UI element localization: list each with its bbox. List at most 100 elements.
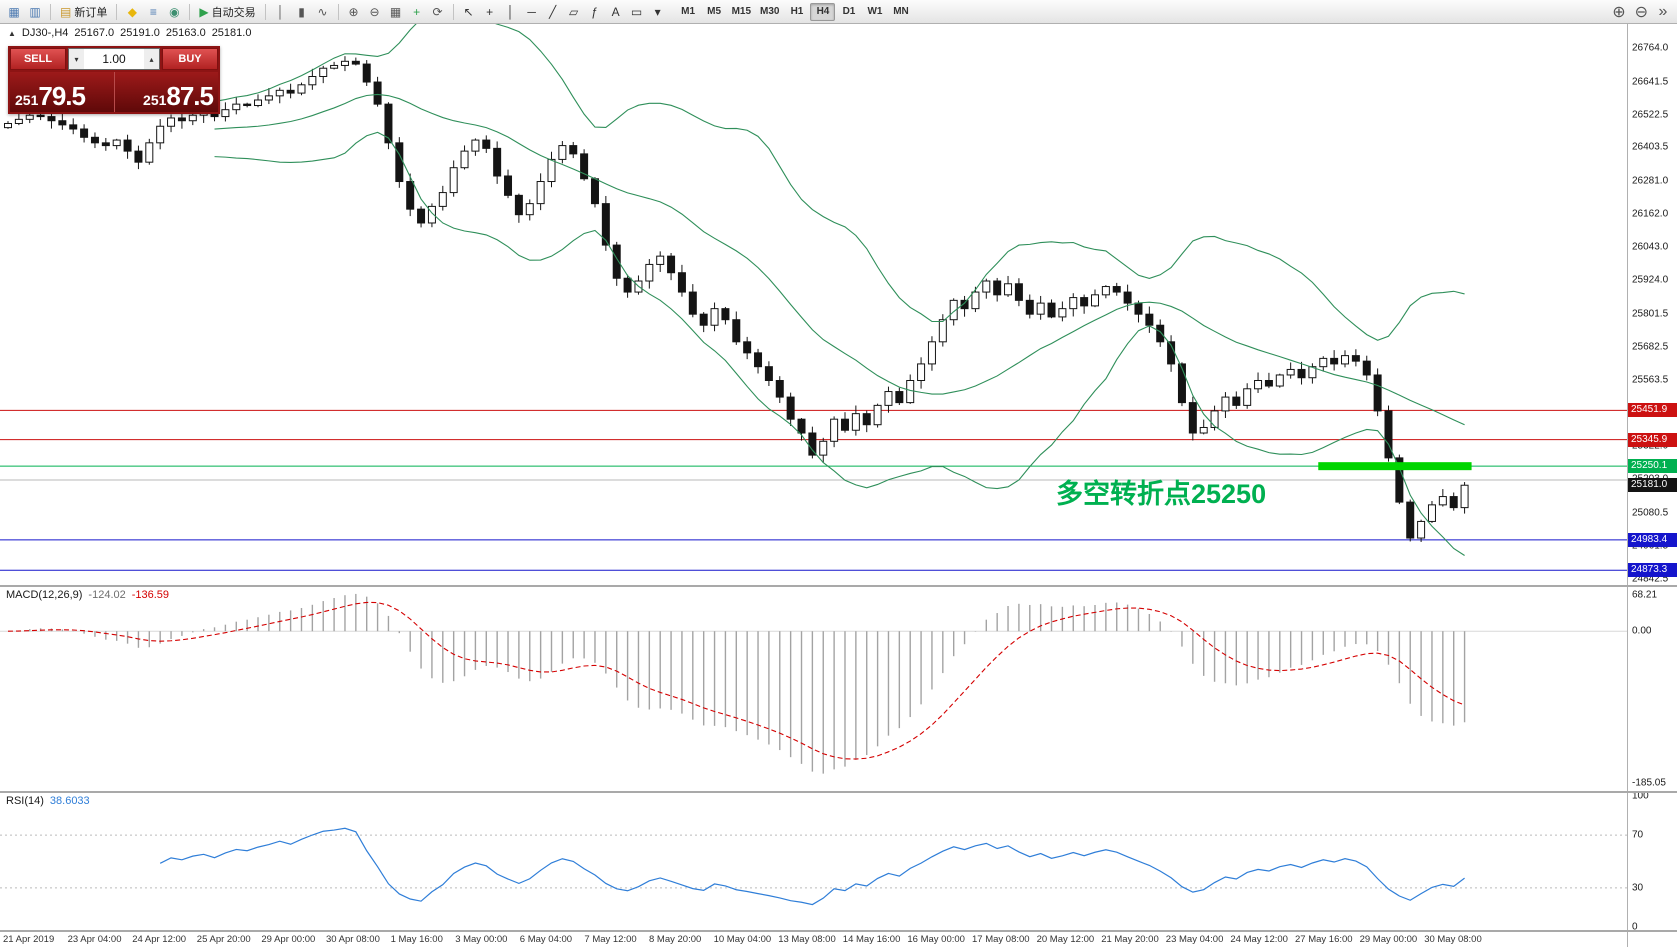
toolbar-buttons: ▦ ▥ ▤ 新订单 ◆ ≡ ◉ ▶ 自动交易 │ ▮ ∿ ⊕ ⊖ ▦ + ⟳ ↖ + │ ─ ╱ ▱ ƒ A ▭ ▾ <box>4 2 668 22</box>
crosshair-icon: + <box>486 4 494 19</box>
volume-increase-button[interactable]: ▴ <box>144 49 159 69</box>
macd-main-value: -124.02 <box>88 589 126 601</box>
bar-chart-icon: │ <box>276 4 285 19</box>
crosshair-button[interactable]: + <box>480 2 500 22</box>
timeframe-m15-button[interactable]: M15 <box>731 6 752 17</box>
zoom-out-icon: ⊖ <box>369 4 380 19</box>
shapes-button[interactable]: ▭ <box>627 2 647 22</box>
timeframe-h1-button[interactable]: H1 <box>790 6 804 17</box>
zoom-in-button[interactable]: ⊕ <box>344 2 364 22</box>
panel-separator[interactable] <box>0 930 1677 932</box>
text-icon: A <box>611 4 620 19</box>
buy-price-pips: 87.5 <box>166 81 214 111</box>
zoom-out-button[interactable]: ⊖ <box>365 2 385 22</box>
zoom-out-icon[interactable]: ⊖ <box>1634 3 1648 21</box>
buy-button[interactable]: BUY <box>162 48 218 70</box>
buy-price-prefix: 251 <box>143 92 167 108</box>
channel-button[interactable]: ▱ <box>564 2 584 22</box>
panel-separator[interactable] <box>0 585 1677 587</box>
symbol-timeframe-label: DJ30-,H4 <box>21 27 69 39</box>
macd-name: MACD(12,26,9) <box>6 589 83 601</box>
fibonacci-button[interactable]: ƒ <box>585 2 605 22</box>
zoom-in-icon: ⊕ <box>348 4 359 19</box>
toolbar-separator <box>264 3 266 20</box>
toolbar-separator <box>50 3 51 20</box>
indicators-icon: + <box>413 4 421 19</box>
volume-input[interactable]: 1.00 <box>102 52 126 66</box>
new-order-icon: ▤ <box>60 4 72 19</box>
favorites-icon-icon: ◆ <box>127 4 137 19</box>
ohlc-open-value: 25167.0 <box>74 27 115 39</box>
timeframe-w1-button[interactable]: W1 <box>867 6 883 17</box>
line-chart-icon: ∿ <box>317 4 328 19</box>
auto-scroll-icon: ⟳ <box>432 4 443 19</box>
vertical-line-button[interactable]: │ <box>501 2 521 22</box>
toolbar-separator <box>452 3 454 20</box>
new-order-button-label: 新订单 <box>74 6 108 19</box>
one-click-trade-panel: SELL ▾ 1.00 ▴ BUY 251 79.5 251 87.5 <box>8 46 220 114</box>
macd-indicator-label: MACD(12,26,9) -124.02 -136.59 <box>6 589 169 601</box>
toolbar: ▦ ▥ ▤ 新订单 ◆ ≡ ◉ ▶ 自动交易 │ ▮ ∿ ⊕ ⊖ ▦ + ⟳ ↖ + │ ─ ╱ ▱ ƒ A ▭ ▾ M1 M5 M15… <box>0 0 1677 24</box>
sell-price-display[interactable]: 251 79.5 <box>10 72 114 112</box>
timeframe-buttons: M1 M5 M15 M30 H1 H4 D1 W1 MN <box>676 2 914 21</box>
toolbar-right-buttons: ⊕ ⊖ » <box>1608 2 1673 22</box>
toolbar-separator <box>116 3 118 20</box>
zoom-in-icon[interactable]: ⊕ <box>1612 3 1626 21</box>
sell-price-pips: 79.5 <box>38 81 86 111</box>
auto-scroll-button[interactable]: ⟳ <box>428 2 448 22</box>
profiles-button[interactable]: ▥ <box>25 2 45 22</box>
cursor-icon: ↖ <box>463 4 474 19</box>
sell-price-prefix: 251 <box>15 92 39 108</box>
timeframe-m1-button[interactable]: M1 <box>681 6 696 17</box>
bar-chart-button[interactable]: │ <box>271 2 291 22</box>
text-button[interactable]: A <box>606 2 626 22</box>
ohlc-close-value: 25181.0 <box>211 27 252 39</box>
vertical-line-icon: │ <box>506 4 515 19</box>
profiles-icon: ▥ <box>29 4 41 19</box>
buy-price-display[interactable]: 251 87.5 <box>113 72 218 112</box>
trendline-button[interactable]: ╱ <box>543 2 563 22</box>
toolbar-separator <box>189 3 191 20</box>
chart-ohlc-label: ▲ DJ30-,H4 25167.0 25191.0 25163.0 25181… <box>8 27 251 39</box>
volume-spinner: ▾ 1.00 ▴ <box>68 48 160 70</box>
cursor-button[interactable]: ↖ <box>459 2 479 22</box>
macd-signal-value: -136.59 <box>131 589 170 601</box>
new-chart-icon: ▦ <box>8 4 20 19</box>
fibonacci-icon: ƒ <box>591 4 598 19</box>
timeframe-h4-button[interactable]: H4 <box>810 2 836 21</box>
data-window-icon: ◉ <box>169 4 180 19</box>
timeframe-mn-button[interactable]: MN <box>893 6 909 17</box>
candlestick-chart-button[interactable]: ▮ <box>292 2 312 22</box>
volume-decrease-button[interactable]: ▾ <box>69 49 84 69</box>
panel-separator[interactable] <box>0 791 1677 793</box>
timeframe-m5-button[interactable]: M5 <box>707 6 722 17</box>
new-chart-button[interactable]: ▦ <box>4 2 24 22</box>
indicators-button[interactable]: + <box>407 2 427 22</box>
toolbar-separator <box>337 3 339 20</box>
favorites-icon[interactable]: ◆ <box>122 2 142 22</box>
line-chart-button[interactable]: ∿ <box>313 2 333 22</box>
channel-icon: ▱ <box>568 4 579 19</box>
toolbar-overflow-icon[interactable]: » <box>1658 2 1668 20</box>
collapse-trade-panel-icon[interactable]: ▲ <box>8 28 16 38</box>
market-watch-button[interactable]: ≡ <box>143 2 163 22</box>
arrows-icon: ▾ <box>654 4 661 19</box>
data-window-button[interactable]: ◉ <box>164 2 184 22</box>
candlestick-chart-icon: ▮ <box>298 4 305 19</box>
algo-trading-icon: ▶ <box>199 4 209 19</box>
ohlc-high-value: 25191.0 <box>120 27 160 39</box>
horizontal-line-icon: ─ <box>527 4 536 19</box>
timeframe-d1-button[interactable]: D1 <box>842 6 856 17</box>
grid-button[interactable]: ▦ <box>386 2 406 22</box>
new-order-button[interactable]: ▤ 新订单 <box>56 2 111 22</box>
shapes-icon: ▭ <box>630 4 643 19</box>
algo-trading-button[interactable]: ▶ 自动交易 <box>195 2 259 22</box>
horizontal-line-button[interactable]: ─ <box>522 2 542 22</box>
timeframe-m30-button[interactable]: M30 <box>760 6 780 17</box>
rsi-value: 38.6033 <box>49 795 90 807</box>
arrows-button[interactable]: ▾ <box>648 2 668 22</box>
ohlc-low-value: 25163.0 <box>165 27 206 39</box>
rsi-indicator-label: RSI(14) 38.6033 <box>6 795 90 807</box>
sell-button[interactable]: SELL <box>10 48 66 70</box>
